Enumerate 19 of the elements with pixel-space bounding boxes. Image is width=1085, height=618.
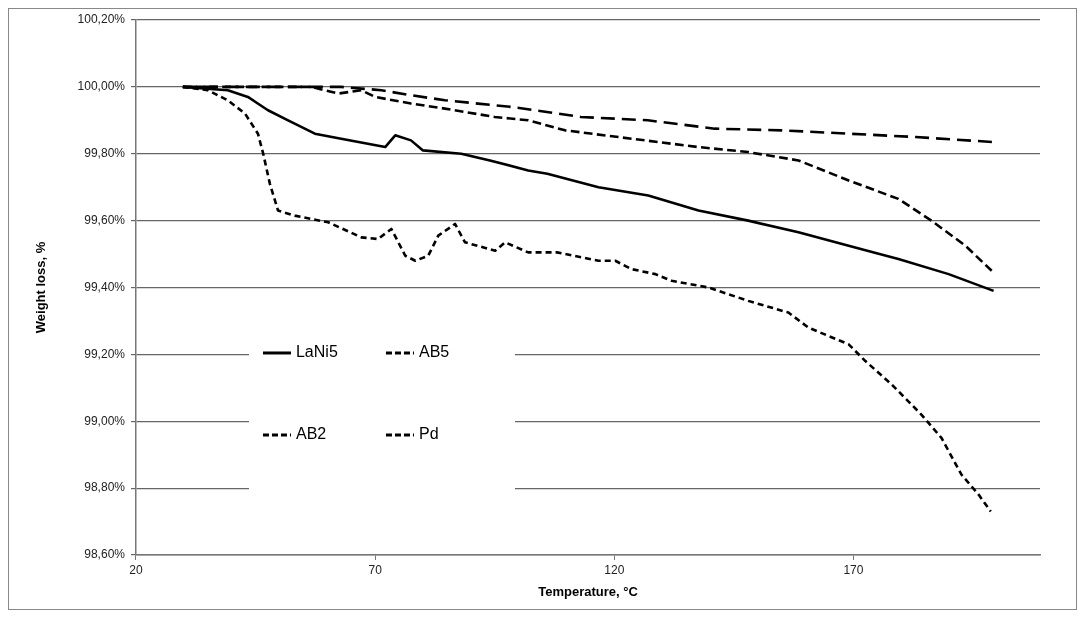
y-tick-label: 99,80% xyxy=(84,146,126,161)
y-tick-label: 100,20% xyxy=(77,12,126,27)
y-tick-label: 99,40% xyxy=(84,279,126,294)
y-axis-title: Weight loss, % xyxy=(33,241,49,334)
x-axis-title: Temperature, °C xyxy=(538,583,639,599)
x-tick-label: 70 xyxy=(368,562,383,577)
legend-label: LaNi5 xyxy=(295,343,338,361)
y-tick-label: 99,00% xyxy=(84,413,126,428)
x-tick-label: 170 xyxy=(843,562,864,577)
legend-label: AB2 xyxy=(295,425,327,443)
x-tick-label: 20 xyxy=(129,562,143,577)
y-tick-label: 100,00% xyxy=(77,79,126,94)
y-tick-label: 98,80% xyxy=(84,480,126,495)
x-tick-label: 120 xyxy=(604,562,625,577)
y-tick-label: 99,60% xyxy=(84,212,126,227)
y-tick-label: 99,20% xyxy=(84,346,126,361)
y-tick-label: 98,60% xyxy=(84,547,126,562)
legend-label: Pd xyxy=(418,425,439,443)
legend-label: AB5 xyxy=(418,343,450,361)
